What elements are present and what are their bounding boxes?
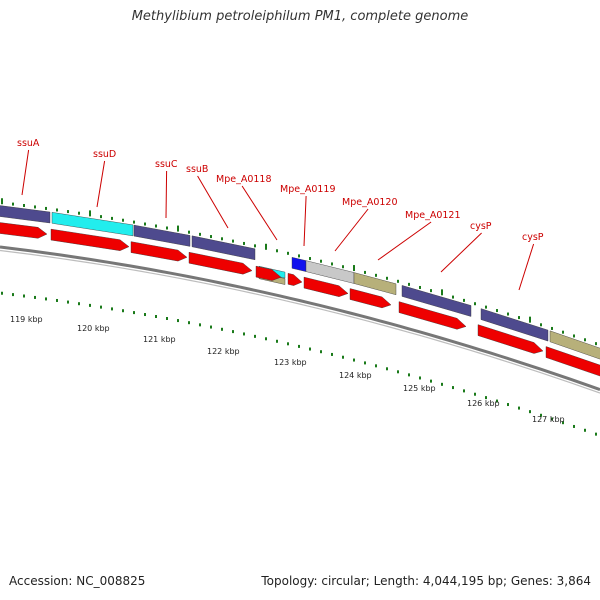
cds-arrow: [545, 346, 600, 377]
gene-label: Mpe_A0118: [216, 174, 272, 185]
gene-label: cysP: [522, 232, 544, 243]
inner-tick-ring: [1, 291, 597, 436]
gene-label: ssuD: [93, 149, 116, 160]
gene-label: ssuC: [155, 159, 178, 170]
gene-label: Mpe_A0119: [280, 184, 336, 195]
kbp-label: 125 kbp: [403, 384, 436, 393]
genome-summary-text: Topology: circular; Length: 4,044,195 bp…: [261, 574, 591, 588]
gene-label: ssuA: [17, 138, 40, 149]
kbp-label: 122 kbp: [207, 347, 240, 356]
label-leader-line: [165, 170, 168, 219]
label-leader-line: [518, 243, 535, 291]
cds-arrow: [303, 276, 349, 297]
backbone-line: [0, 245, 600, 391]
label-leader-line: [440, 232, 482, 273]
label-leader-line: [96, 160, 106, 208]
backbone-track: [0, 245, 600, 394]
label-leader-line: [241, 185, 278, 241]
gene-Mpe_A0121: [401, 285, 472, 317]
gene-Mpe_A0119: [291, 257, 307, 272]
gene-label: ssuB: [186, 164, 208, 175]
gene-Mpe_A0120b: [353, 272, 397, 296]
backbone-line: [0, 249, 600, 394]
gene-ssuC: [133, 224, 191, 247]
gene-labels: ssuA ssuD ssuC ssuB Mpe_A0118 Mpe_A0119 Mpe_A0…: [17, 138, 544, 243]
outer-tick-ring: [1, 198, 597, 346]
kbp-label: 119 kbp: [10, 315, 43, 324]
gene-ssuB: [191, 235, 256, 261]
gene-cysP-2: [549, 330, 600, 360]
cds-arrow: [130, 241, 188, 262]
cds-arrow: [398, 301, 467, 330]
kbp-label: 127 kbp: [532, 415, 565, 424]
kbp-label: 124 kbp: [339, 371, 372, 380]
cds-arrow: [477, 324, 544, 354]
gene-ssuD: [51, 212, 134, 237]
cds-arrow: [0, 222, 48, 239]
cds-arrow: [349, 288, 392, 309]
kbp-label: 123 kbp: [274, 358, 307, 367]
label-leader-line: [197, 175, 229, 229]
kbp-label: 126 kbp: [467, 399, 500, 408]
map-title: Methylibium petroleiphilum PM1, complete…: [131, 9, 469, 24]
cds-arrow: [50, 228, 130, 251]
kbp-label: 120 kbp: [77, 324, 110, 333]
accession-text: Accession: NC_008825: [9, 574, 146, 588]
gene-ssuA: [0, 205, 51, 224]
gene-label: Mpe_A0121: [405, 210, 461, 221]
gene-label: cysP: [470, 221, 492, 232]
cds-arrow: [255, 265, 282, 281]
label-leader-line: [334, 208, 369, 252]
label-leader-line: [303, 195, 307, 247]
cds-track: [0, 222, 600, 377]
cds-arrow: [287, 273, 303, 286]
cds-arrow: [188, 251, 253, 275]
label-leader-line: [377, 221, 432, 261]
tick-labels: 119 kbp 120 kbp 121 kbp 122 kbp 123 kbp 124 k…: [10, 315, 565, 424]
gene-label: Mpe_A0120: [342, 197, 398, 208]
kbp-label: 121 kbp: [143, 335, 176, 344]
label-leaders: [21, 149, 535, 291]
label-leader-line: [21, 149, 30, 196]
gene-cysP-1: [480, 308, 549, 342]
